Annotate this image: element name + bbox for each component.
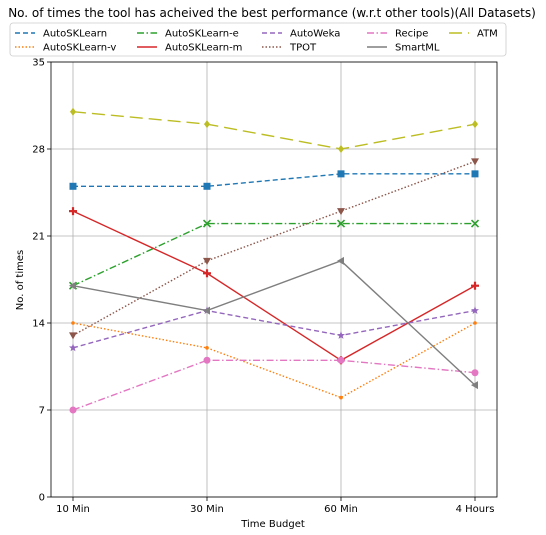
x-tick-label: 60 Min [324,504,358,515]
legend-label: TPOT [289,43,317,54]
legend: AutoSKLearn AutoSKLearn-v AutoSKLearn-e Aut… [9,22,507,57]
marker-square [337,170,345,178]
marker-square [69,182,77,190]
marker-x [202,219,212,228]
marker-diamond [204,120,210,129]
marker-circle [471,369,479,377]
series-line [72,359,476,411]
marker-triangle-left [337,256,344,265]
legend-label: AutoSKLearn-v [43,43,116,54]
legend-item: AutoSKLearn-v [15,43,116,54]
legend-item: TPOT [262,43,317,54]
marker-x [336,219,346,228]
series-line [73,173,475,187]
marker-star [69,343,77,352]
x-tick-label: 4 Hours [456,504,495,515]
legend-box [9,22,507,57]
chart-title: No. of times the tool has acheived the b… [8,6,536,20]
legend-label: SmartML [395,43,440,54]
marker-x [470,219,480,228]
legend-item: ATM [449,29,498,40]
marker-circle [69,406,77,414]
marker-star [337,331,345,339]
y-tick-label: 0 [39,493,45,504]
legend-item: SmartML [367,43,440,54]
marker-stroke [470,219,480,228]
series-line [72,322,476,399]
legend-label: AutoSKLearn [43,29,107,40]
marker-circle [203,356,211,364]
legend-item: AutoSKLearn [15,29,107,40]
y-tick-label: 21 [32,232,45,243]
y-tick-label: 7 [39,406,45,417]
marker-star [471,306,479,314]
series-autosklearn-e [68,219,480,290]
marker-stroke [202,219,212,228]
y-tick-label: 35 [32,58,45,69]
series-autosklearn [69,170,479,190]
legend-label: AutoSKLearn-m [165,43,242,54]
axes-frame [50,61,498,498]
marker-square [471,170,479,178]
marker-plus [471,281,479,290]
y-axis-title: No. of times [15,250,26,310]
series-line [72,160,476,337]
series-line [72,111,476,150]
marker-plus [203,269,211,278]
legend-label: AutoWeka [290,29,340,40]
marker-square [203,182,211,190]
marker-diamond [472,120,478,129]
x-tick-label: 10 Min [56,504,90,515]
series-smartml [69,256,478,390]
marker-dot [473,321,477,325]
marker-triangle-left [471,381,478,390]
marker-plus [69,207,77,216]
y-tick-label: 28 [32,145,45,156]
marker-dot [205,346,209,350]
marker-diamond [338,145,344,153]
legend-item: AutoSKLearn-e [137,29,239,40]
marker-triangle-down [337,208,345,216]
marker-triangle-down [69,332,77,340]
series-autosklearn-v [71,321,477,400]
legend-item: Recipe [367,29,428,40]
legend-label: AutoSKLearn-e [165,29,239,40]
legend-item: AutoSKLearn-m [137,43,242,54]
series-line [72,222,475,287]
marker-dot [339,395,343,400]
marker-diamond [70,107,76,116]
series-recipe [69,356,479,414]
series-line [72,260,476,386]
marker-circle [337,356,345,364]
series-tpot [69,158,479,340]
x-axis-title: Time Budget [240,519,305,530]
y-tick-label: 14 [32,319,45,330]
series-atm [70,107,478,153]
marker-triangle-left [69,281,76,290]
legend-label: Recipe [395,29,428,40]
marker-triangle-left [203,306,210,315]
series-autoweka [69,306,479,352]
marker-triangle-down [471,158,479,166]
legend-label: ATM [477,29,498,40]
legend-item: AutoWeka [262,29,340,40]
marker-stroke [336,219,346,228]
marker-dot [71,321,75,325]
marker-triangle-down [203,257,211,265]
plot-area: 0 7 14 21 28 35 10 Min 30 Min 60 Min 4 Hours [32,58,498,515]
x-tick-label: 30 Min [190,504,224,515]
